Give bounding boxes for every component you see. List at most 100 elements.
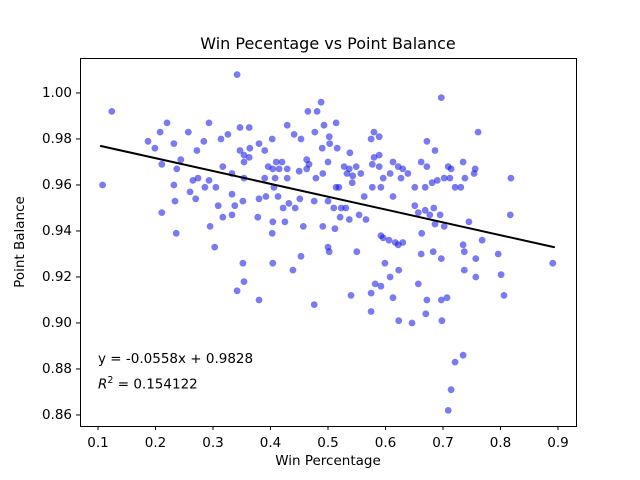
x-tick-label: 0.2 bbox=[144, 435, 167, 451]
r-squared-value: = 0.154122 bbox=[113, 376, 198, 393]
y-tick-label: 0.88 bbox=[41, 360, 72, 377]
r-squared-line: R2 = 0.154122 bbox=[98, 370, 253, 396]
x-tick-label: 0.5 bbox=[317, 435, 339, 451]
r-squared-symbol: R bbox=[98, 376, 108, 393]
scatter-point bbox=[457, 183, 465, 191]
x-axis-label: Win Percentage bbox=[275, 453, 381, 469]
x-tick-label: 0.3 bbox=[202, 435, 224, 451]
scatter-point bbox=[348, 179, 356, 187]
scatter-point bbox=[194, 174, 202, 182]
scatter-point bbox=[346, 149, 354, 157]
scatter-point bbox=[283, 121, 291, 129]
scatter-point bbox=[404, 170, 412, 177]
scatter-point bbox=[353, 248, 361, 256]
scatter-point bbox=[158, 209, 166, 217]
scatter-point bbox=[408, 319, 416, 327]
scatter-point bbox=[269, 165, 277, 173]
scatter-point bbox=[205, 177, 213, 184]
scatter-point bbox=[156, 128, 164, 136]
scatter-point bbox=[269, 259, 277, 267]
scatter-point bbox=[192, 195, 200, 203]
scatter-point bbox=[507, 174, 515, 182]
scatter-point bbox=[414, 280, 422, 288]
scatter-point bbox=[318, 144, 326, 152]
x-tick-label: 0.9 bbox=[547, 435, 569, 451]
scatter-point bbox=[436, 211, 444, 219]
chart-title: Win Pecentage vs Point Balance bbox=[200, 34, 456, 53]
scatter-point bbox=[389, 193, 397, 200]
scatter-point bbox=[299, 223, 307, 230]
scatter-point bbox=[262, 193, 270, 200]
scatter-point bbox=[173, 165, 181, 173]
scatter-point bbox=[430, 204, 438, 212]
scatter-point bbox=[343, 170, 351, 177]
scatter-point bbox=[211, 243, 219, 251]
scatter-point bbox=[304, 108, 312, 115]
scatter-point bbox=[214, 202, 222, 210]
scatter-point bbox=[217, 135, 225, 143]
scatter-point bbox=[371, 280, 379, 288]
scatter-point bbox=[472, 273, 480, 281]
scatter-point bbox=[310, 197, 318, 205]
scatter-point bbox=[394, 241, 402, 249]
scatter-point bbox=[245, 154, 253, 161]
scatter-point bbox=[332, 119, 340, 127]
scatter-point bbox=[289, 266, 297, 274]
scatter-point bbox=[239, 197, 247, 205]
scatter-point bbox=[379, 234, 387, 242]
scatter-point bbox=[437, 255, 445, 262]
scatter-point bbox=[240, 278, 248, 285]
scatter-point bbox=[319, 223, 327, 230]
scatter-point bbox=[255, 140, 263, 148]
scatter-point bbox=[423, 137, 431, 145]
scatter-point bbox=[446, 174, 454, 182]
regression-equation: y = -0.0558x + 0.9828 bbox=[98, 351, 254, 367]
scatter-point bbox=[231, 202, 239, 210]
scatter-point bbox=[395, 317, 403, 325]
scatter-point bbox=[163, 119, 171, 127]
scatter-point bbox=[437, 94, 445, 101]
trend-line bbox=[99, 144, 555, 249]
scatter-point bbox=[325, 248, 333, 256]
scatter-point bbox=[317, 98, 325, 106]
scatter-point bbox=[324, 197, 332, 205]
y-tick-label: 0.90 bbox=[41, 314, 72, 331]
scatter-point bbox=[381, 259, 389, 267]
scatter-point bbox=[303, 165, 311, 173]
scatter-point bbox=[433, 177, 441, 184]
scatter-point bbox=[189, 177, 197, 184]
scatter-point bbox=[447, 386, 455, 394]
x-tick-label: 0.7 bbox=[432, 435, 454, 451]
scatter-point bbox=[290, 131, 298, 138]
scatter-point bbox=[421, 183, 429, 191]
scatter-point bbox=[320, 121, 328, 129]
y-tick-label: 0.92 bbox=[41, 268, 72, 285]
scatter-point bbox=[268, 135, 276, 143]
y-tick-label: 0.96 bbox=[41, 176, 72, 193]
scatter-point bbox=[472, 255, 480, 262]
scatter-point bbox=[283, 174, 291, 182]
scatter-point bbox=[279, 204, 287, 212]
scatter-point bbox=[385, 236, 393, 244]
scatter-point bbox=[357, 170, 365, 177]
scatter-point bbox=[478, 236, 486, 244]
scatter-point bbox=[367, 308, 375, 315]
scatter-point bbox=[459, 241, 467, 249]
scatter-point bbox=[347, 292, 355, 299]
scatter-point bbox=[375, 163, 383, 171]
scatter-point bbox=[233, 71, 241, 78]
scatter-point bbox=[377, 183, 385, 191]
scatter-point bbox=[144, 137, 152, 145]
scatter-point bbox=[261, 174, 269, 182]
scatter-point bbox=[417, 250, 425, 258]
scatter-point bbox=[418, 229, 426, 237]
y-tick-label: 0.86 bbox=[41, 406, 72, 423]
scatter-point bbox=[295, 167, 303, 175]
y-axis-label: Point Balance bbox=[12, 196, 28, 288]
scatter-point bbox=[377, 282, 385, 290]
scatter-point bbox=[431, 147, 439, 154]
scatter-point bbox=[335, 183, 343, 191]
scatter-point bbox=[368, 160, 376, 168]
scatter-point bbox=[500, 292, 508, 299]
x-tick-label: 0.4 bbox=[259, 435, 282, 451]
